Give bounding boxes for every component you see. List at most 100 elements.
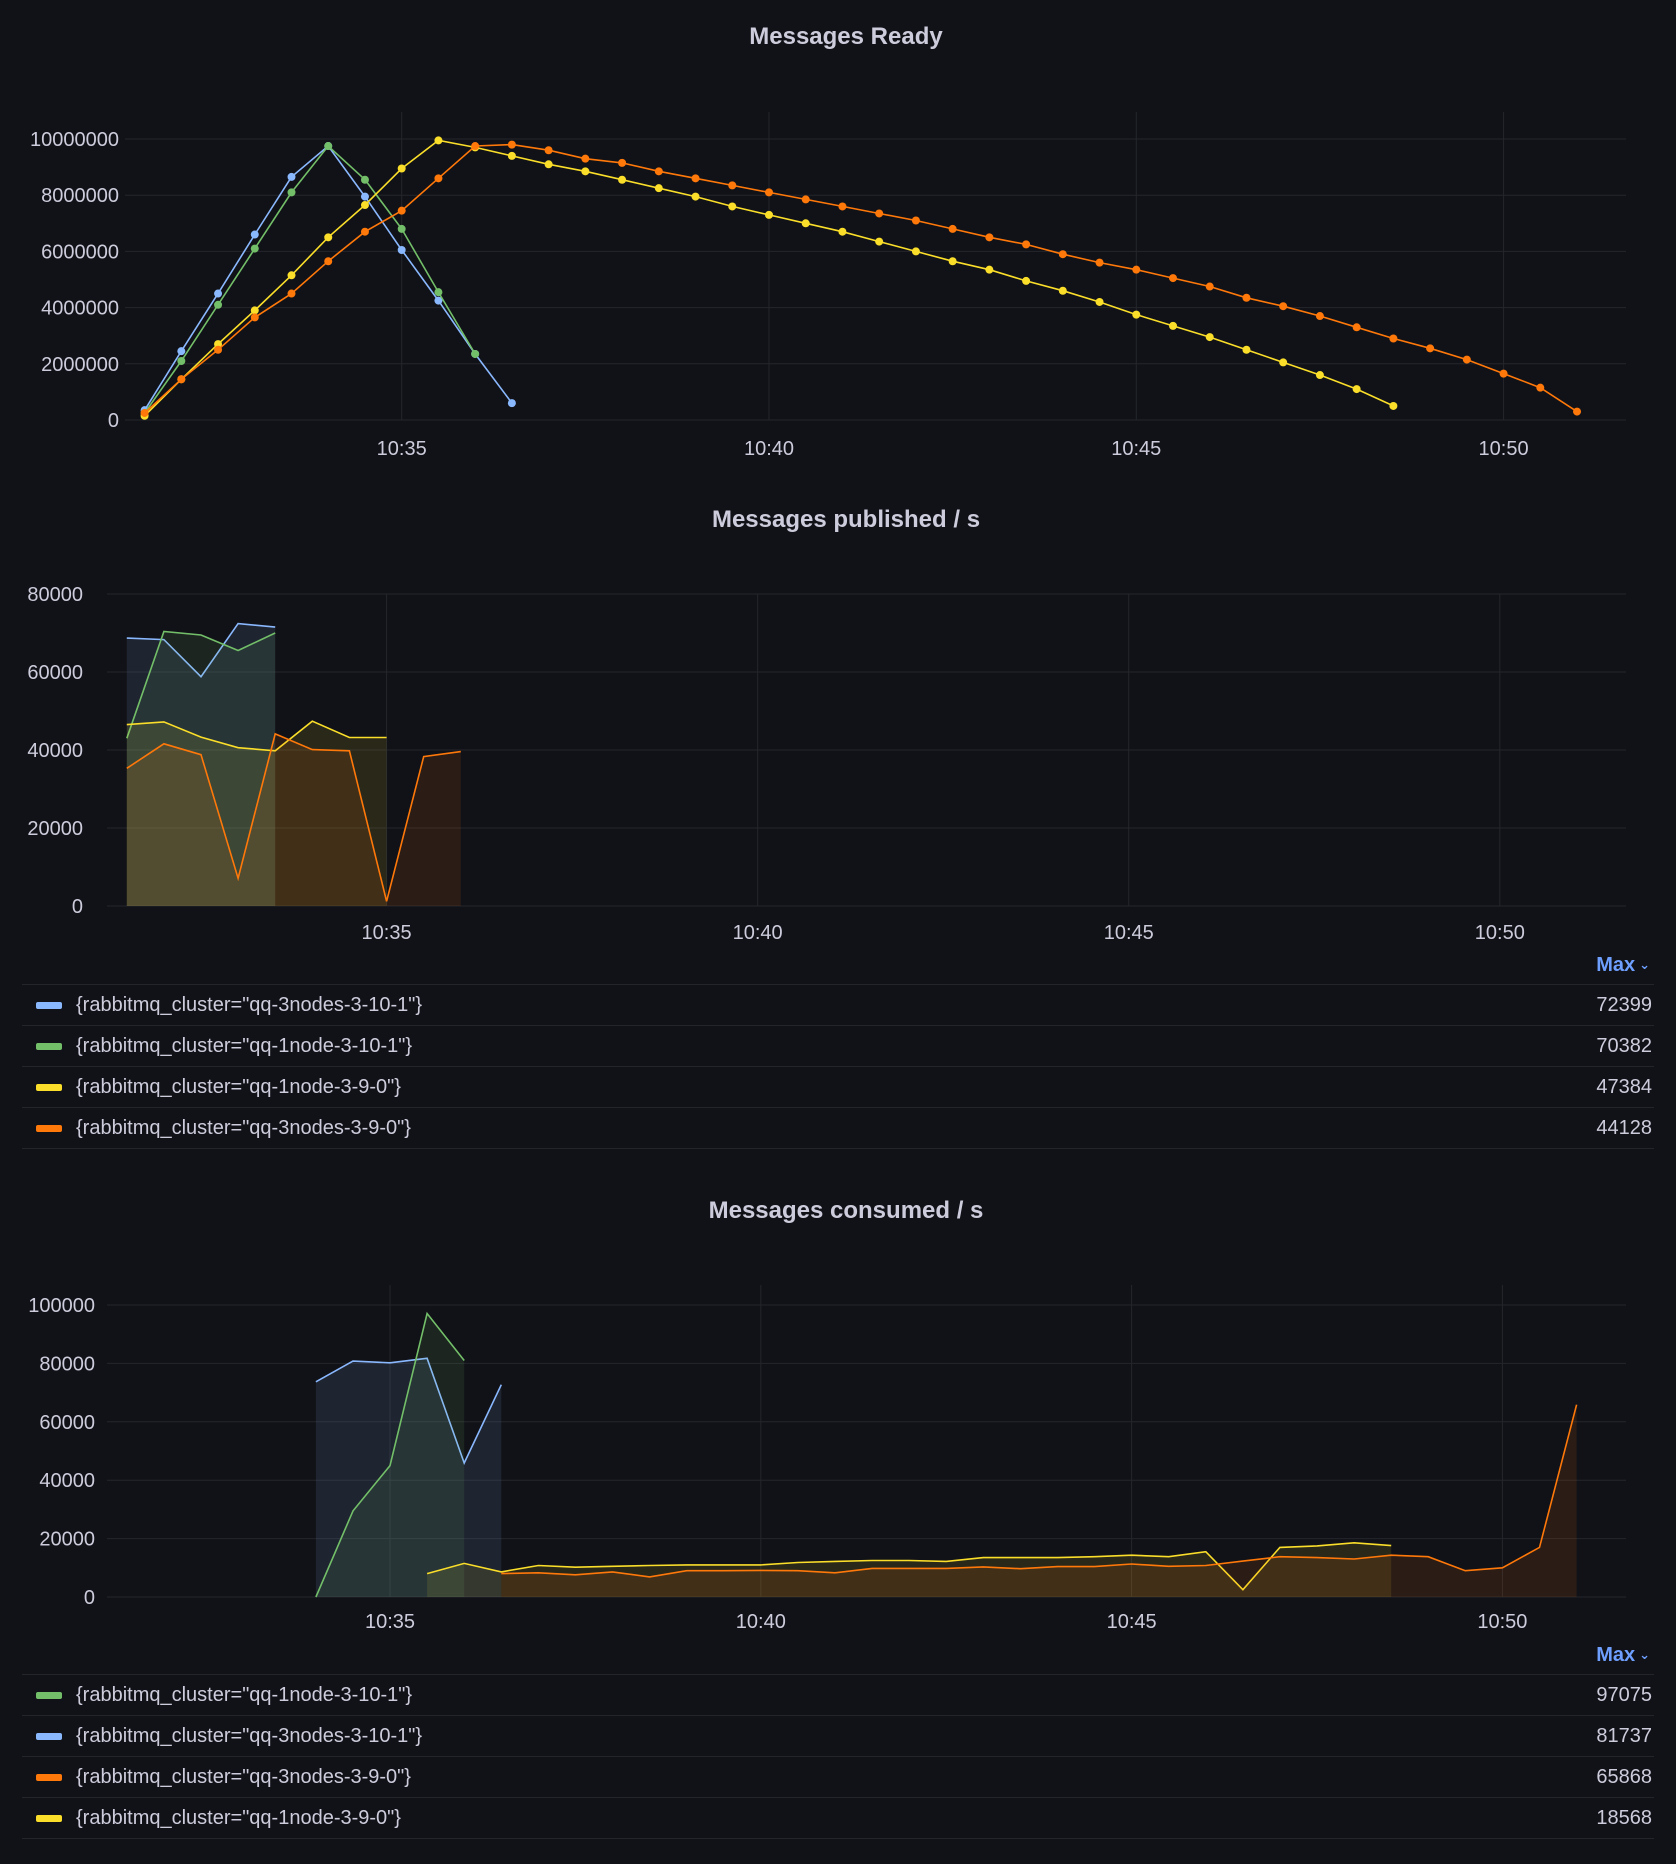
data-point-blue [214, 289, 223, 298]
series-line-blue [315, 1357, 503, 1466]
y-tick-label: 10000000 [30, 129, 119, 151]
panel-title-messages-published: Messages published / s [711, 506, 981, 533]
data-point-orange [764, 188, 773, 197]
series-color-swatch [36, 1814, 62, 1822]
series-line-orange [144, 143, 1578, 414]
legend-label: {rabbitmq_cluster="qq-1node-3-10-1"} [76, 1034, 413, 1057]
data-point-green [471, 349, 480, 358]
legend-sort-max-button[interactable]: Max ⌄ [22, 1636, 1654, 1675]
data-point-orange [1573, 407, 1582, 416]
data-point-yellow [1205, 333, 1214, 342]
data-point-green [214, 300, 223, 309]
legend-max-value: 81737 [1596, 1724, 1652, 1747]
y-tick-label: 20000 [27, 818, 83, 840]
data-point-orange [1536, 383, 1545, 392]
legend-label: {rabbitmq_cluster="qq-1node-3-10-1"} [76, 1683, 413, 1706]
y-tick-label: 2000000 [41, 354, 119, 376]
data-point-blue [287, 172, 296, 181]
series-line-green [315, 1311, 465, 1598]
series-color-swatch [36, 1083, 62, 1091]
legend-item[interactable]: {rabbitmq_cluster="qq-3nodes-3-9-0"} 4412… [22, 1108, 1654, 1149]
legend-item[interactable]: {rabbitmq_cluster="qq-1node-3-9-0"} 18568 [22, 1798, 1654, 1839]
legend-sort-max-button[interactable]: Max ⌄ [22, 946, 1654, 985]
legend-max-value: 97075 [1596, 1683, 1652, 1706]
series-area-orange [501, 1404, 1577, 1597]
data-point-yellow [544, 160, 553, 169]
messages-published-legend: Max ⌄ {rabbitmq_cluster="qq-3nodes-3-10-1"… [22, 946, 1654, 1149]
series-color-swatch [36, 1124, 62, 1132]
data-point-orange [434, 174, 443, 183]
series-line-blue [126, 622, 276, 678]
data-point-blue [177, 347, 186, 356]
data-point-orange [691, 174, 700, 183]
x-tick-label: 10:40 [744, 438, 794, 460]
data-point-orange [1095, 258, 1104, 267]
data-point-yellow [728, 202, 737, 211]
y-tick-label: 80000 [39, 1353, 95, 1375]
series-color-swatch [36, 1001, 62, 1009]
data-point-yellow [434, 136, 443, 145]
legend-label: {rabbitmq_cluster="qq-3nodes-3-10-1"} [76, 993, 423, 1016]
data-point-orange [911, 216, 920, 225]
data-point-yellow [360, 201, 369, 210]
series-line-green [126, 630, 276, 739]
data-point-yellow [1279, 358, 1288, 367]
data-point-orange [1242, 293, 1251, 302]
y-tick-label: 0 [84, 1587, 95, 1609]
data-point-orange [838, 202, 847, 211]
data-point-yellow [214, 340, 223, 349]
data-point-yellow [691, 192, 700, 201]
data-point-orange [801, 195, 810, 204]
data-point-yellow [397, 164, 406, 173]
data-point-orange [1462, 355, 1471, 364]
x-tick-label: 10:50 [1475, 922, 1525, 944]
legend-item[interactable]: {rabbitmq_cluster="qq-3nodes-3-9-0"} 6586… [22, 1757, 1654, 1798]
series-area-blue [126, 623, 276, 906]
legend-item[interactable]: {rabbitmq_cluster="qq-1node-3-10-1"} 7038… [22, 1026, 1654, 1067]
data-point-yellow [1022, 276, 1031, 285]
legend-item[interactable]: {rabbitmq_cluster="qq-3nodes-3-10-1"} 817… [22, 1716, 1654, 1757]
data-point-orange [1022, 240, 1031, 249]
data-point-orange [324, 257, 333, 266]
data-point-yellow [801, 219, 810, 228]
data-point-orange [471, 142, 480, 151]
y-tick-label: 80000 [27, 584, 83, 606]
data-point-blue [360, 192, 369, 201]
series-color-swatch [36, 1732, 62, 1740]
legend-item[interactable]: {rabbitmq_cluster="qq-1node-3-9-0"} 47384 [22, 1067, 1654, 1108]
data-point-yellow [1058, 286, 1067, 295]
data-point-orange [728, 181, 737, 190]
data-point-yellow [1352, 385, 1361, 394]
panel-title-messages-consumed: Messages consumed / s [708, 1197, 984, 1224]
legend-max-header: Max [1596, 954, 1636, 976]
data-point-orange [948, 224, 957, 233]
data-point-orange [1389, 334, 1398, 343]
y-tick-label: 8000000 [41, 185, 119, 207]
data-point-green [360, 175, 369, 184]
data-point-orange [1205, 282, 1214, 291]
x-tick-label: 10:40 [733, 922, 783, 944]
data-point-orange [214, 345, 223, 354]
series-color-swatch [36, 1773, 62, 1781]
data-point-blue [507, 399, 516, 408]
data-point-blue [250, 230, 259, 239]
panel-title-messages-ready: Messages Ready [749, 23, 943, 50]
legend-max-value: 72399 [1596, 993, 1652, 1016]
series-line-yellow [426, 1541, 1392, 1591]
data-point-orange [140, 408, 149, 417]
legend-item[interactable]: {rabbitmq_cluster="qq-1node-3-10-1"} 9707… [22, 1675, 1654, 1716]
y-tick-label: 0 [108, 410, 119, 432]
chevron-down-icon: ⌄ [1639, 957, 1650, 972]
series-line-yellow [126, 720, 387, 752]
y-tick-label: 40000 [27, 740, 83, 762]
data-point-green [397, 224, 406, 233]
data-point-orange [544, 146, 553, 155]
data-point-orange [875, 209, 884, 218]
legend-item[interactable]: {rabbitmq_cluster="qq-3nodes-3-10-1"} 723… [22, 985, 1654, 1026]
data-point-yellow [250, 306, 259, 315]
x-tick-label: 10:45 [1104, 922, 1154, 944]
legend-max-value: 70382 [1596, 1034, 1652, 1057]
data-point-green [250, 244, 259, 253]
series-color-swatch [36, 1042, 62, 1050]
data-point-yellow [507, 151, 516, 160]
